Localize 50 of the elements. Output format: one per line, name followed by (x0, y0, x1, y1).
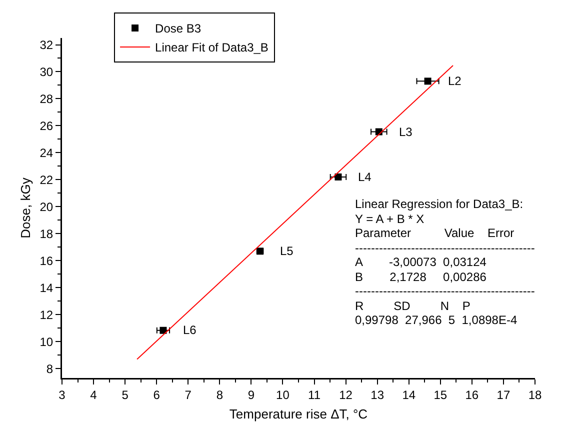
annotation: B 2,1728 0,00286 (355, 270, 488, 284)
y-tick-label: 20 (40, 200, 54, 214)
annotation: 0,99798 27,966 5 1,0898E-4 (355, 313, 518, 328)
y-tick-label: 8 (46, 362, 54, 376)
annotation: L6 (183, 323, 197, 337)
annotation: L5 (280, 244, 294, 258)
legend-label: Linear Fit of Data3_B (155, 40, 268, 55)
y-axis-title: Dose, kGy (18, 177, 33, 238)
x-tick-label: 8 (216, 388, 224, 402)
x-tick-label: 15 (434, 388, 448, 402)
annotation: L3 (399, 125, 413, 139)
annotation: L2 (448, 74, 462, 88)
x-tick-label: 7 (184, 388, 192, 402)
annotation: Parameter Value Error (355, 226, 516, 240)
annotation: Y = A + B * X (355, 212, 426, 226)
point (424, 78, 432, 85)
y-tick-label: 24 (40, 146, 54, 160)
y-tick-label: 28 (40, 92, 54, 106)
x-tick-label: 6 (153, 388, 160, 402)
y-tick-label: 16 (40, 254, 54, 268)
y-tick-label: 14 (40, 280, 54, 295)
y-tick-label: 12 (40, 308, 54, 322)
x-tick-label: 10 (276, 388, 290, 402)
x-tick-label: 3 (58, 388, 66, 402)
x-tick-label: 12 (339, 388, 353, 402)
y-tick-label: 30 (40, 64, 54, 79)
y-tick-label: 22 (40, 172, 54, 187)
y-tick-label: 10 (40, 334, 54, 349)
annotation: L4 (358, 170, 372, 184)
y-tick-label: 26 (40, 118, 54, 133)
annotation: R SD N P (355, 298, 472, 313)
legend-label: Dose B3 (155, 22, 202, 36)
annotation: A -3,00073 0,03124 (355, 255, 488, 270)
x-tick-label: 5 (122, 388, 129, 402)
y-tick-label: 18 (40, 226, 54, 241)
y-tick-label: 32 (40, 38, 54, 52)
x-tick-label: 4 (90, 388, 98, 402)
x-tick-label: 14 (402, 388, 416, 402)
x-tick-label: 18 (528, 388, 542, 402)
annotation: --------------------------------------------- (355, 240, 535, 255)
annotation: --------------------------------------------- (355, 284, 535, 298)
x-tick-label: 17 (496, 388, 510, 402)
x-tick-label: 11 (308, 388, 321, 402)
x-axis-title: Temperature rise ΔT, °C (229, 406, 368, 422)
x-tick-label: 16 (465, 388, 479, 402)
x-tick-label: 13 (370, 388, 384, 402)
x-tick-label: 9 (248, 388, 255, 402)
point (334, 173, 342, 180)
point (160, 326, 167, 334)
annotation: Linear Regression for Data3_B: (355, 197, 524, 212)
